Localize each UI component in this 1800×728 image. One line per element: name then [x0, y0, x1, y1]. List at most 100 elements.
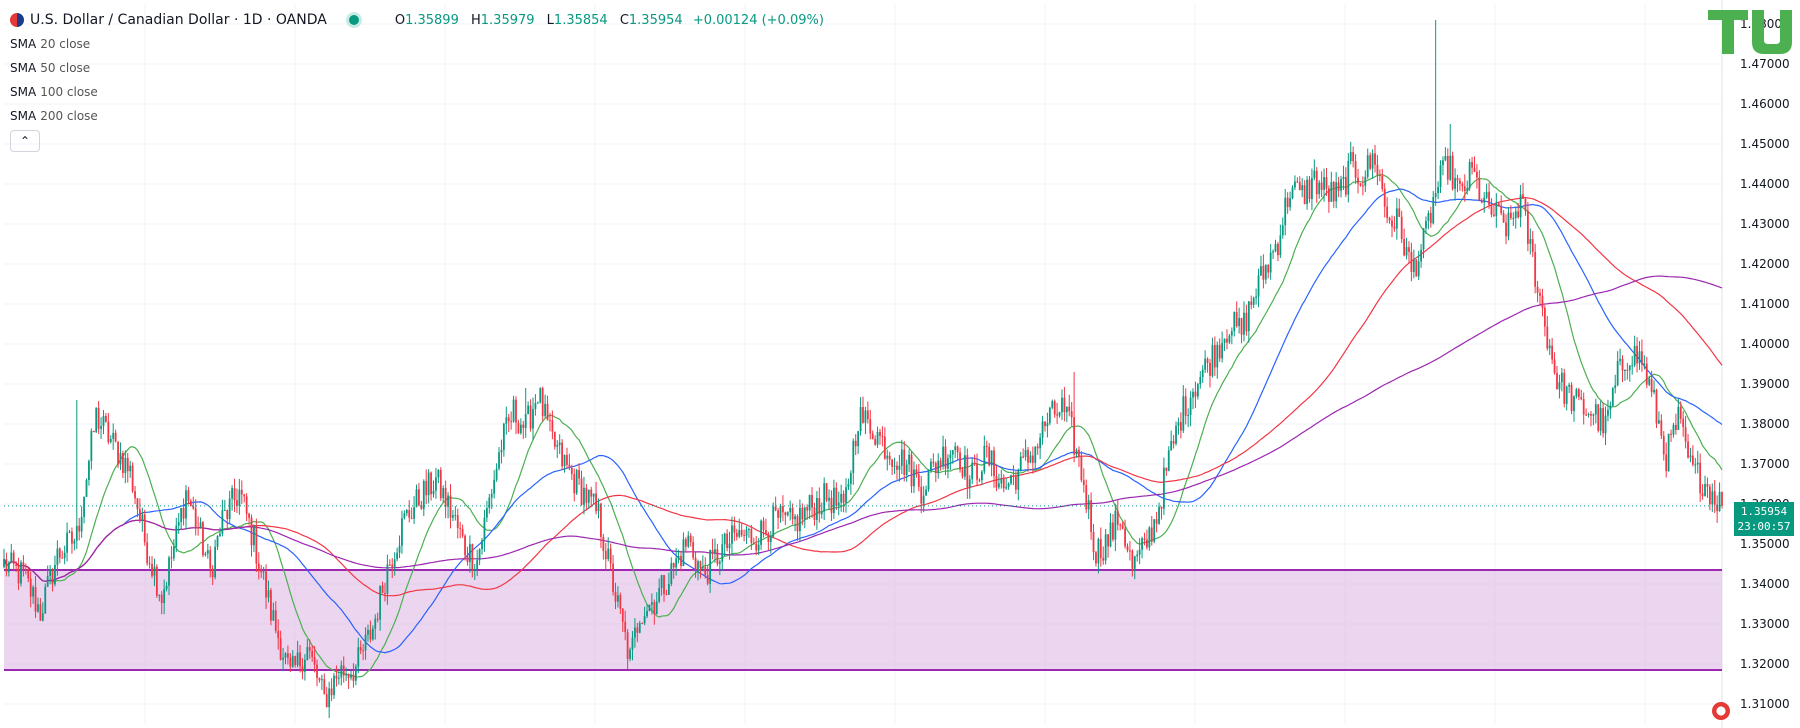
candle-body [1483, 197, 1486, 203]
candle-body [505, 417, 508, 424]
candle-body [364, 634, 367, 651]
candle-body [1065, 406, 1068, 413]
indicator-sma-50[interactable]: SMA 50 close [10, 58, 824, 78]
candle-body [51, 568, 54, 585]
low-value: 1.35854 [553, 12, 608, 28]
candle-body [990, 450, 993, 466]
candle-body [900, 449, 903, 466]
collapse-legend-button[interactable]: ⌃ [10, 130, 40, 152]
candle-body [1665, 454, 1668, 472]
candle-body [1182, 396, 1185, 431]
candle-body [1378, 175, 1381, 177]
symbol-title[interactable]: U.S. Dollar / Canadian Dollar · 1D · OAN… [30, 12, 327, 28]
candle-body [1582, 399, 1585, 415]
indicator-sma-100[interactable]: SMA 100 close [10, 82, 824, 102]
candle-body [357, 647, 360, 667]
candle-body [995, 476, 998, 488]
candle-body [1010, 475, 1012, 484]
candle-body [1257, 275, 1260, 297]
candle-body [10, 552, 13, 563]
indicator-params: 200 close [40, 109, 98, 123]
candle-body [1230, 331, 1233, 336]
candle-body [993, 450, 995, 477]
candle-body [1078, 449, 1080, 457]
candle-body [765, 530, 767, 534]
open-value: 1.35899 [405, 12, 459, 28]
candle-body [1674, 424, 1677, 430]
candle-body [1155, 519, 1158, 524]
candle-body [49, 568, 52, 577]
candle-body [1095, 552, 1097, 564]
candle-body [881, 436, 884, 438]
candle-body [964, 455, 966, 477]
indicator-sma-20[interactable]: SMA 20 close [10, 34, 824, 54]
candle-body [1269, 252, 1272, 273]
candle-body [56, 548, 59, 565]
candle-body [675, 558, 678, 568]
candle-body [1412, 259, 1415, 273]
candle-body [684, 539, 687, 547]
candle-body [1403, 239, 1406, 256]
candle-body [495, 468, 498, 480]
candle-body [262, 571, 265, 573]
candle-body [1046, 423, 1049, 427]
candle-body [818, 498, 821, 515]
candle-body [1536, 286, 1539, 293]
candle-body [561, 442, 564, 467]
candle-body [1655, 389, 1658, 424]
candle-body [726, 533, 729, 549]
candle-body [1228, 335, 1231, 343]
candle-body [777, 510, 779, 518]
candle-body [330, 688, 333, 696]
candle-body [815, 498, 818, 520]
candle-body [1573, 396, 1575, 411]
candle-body [573, 474, 576, 494]
candle-body [1519, 194, 1522, 218]
candle-body [1087, 500, 1090, 510]
candle-body [597, 503, 600, 512]
candle-body [842, 493, 845, 503]
candle-body [1124, 528, 1126, 547]
candle-body [146, 542, 149, 564]
indicator-sma-200[interactable]: SMA 200 close [10, 106, 824, 126]
candle-body [1051, 401, 1054, 408]
candle-body [1218, 344, 1221, 359]
candle-body [1594, 404, 1597, 415]
candle-body [1260, 266, 1262, 276]
candle-body [575, 470, 578, 494]
candle-body [1577, 389, 1580, 398]
symbol-header[interactable]: U.S. Dollar / Canadian Dollar · 1D · OAN… [10, 10, 824, 30]
candle-body [1556, 373, 1558, 390]
candle-body [634, 627, 636, 638]
candle-body [641, 623, 644, 625]
candle-body [954, 446, 957, 451]
candle-body [410, 517, 413, 519]
candle-body [328, 688, 331, 708]
candle-body [947, 458, 949, 469]
candle-body [898, 465, 901, 470]
candle-body [529, 405, 532, 429]
candle-body [1405, 247, 1408, 256]
candle-body [687, 535, 690, 547]
candle-body [1658, 420, 1660, 424]
candle-body [677, 556, 680, 559]
candle-body [1109, 522, 1112, 547]
candle-body [1425, 220, 1427, 229]
candle-body [1274, 243, 1277, 252]
candle-body [665, 594, 668, 596]
candle-body [534, 403, 537, 410]
price-tick-label: 1.33000 [1740, 617, 1790, 631]
candle-body [214, 546, 217, 578]
price-tick-label: 1.44000 [1740, 177, 1790, 191]
candle-body [1116, 510, 1119, 525]
candle-body [1167, 450, 1170, 471]
candle-body [1432, 197, 1435, 224]
indicator-name: SMA [10, 61, 37, 75]
candle-body [1126, 546, 1129, 551]
candle-body [1029, 455, 1032, 463]
candle-body [643, 616, 646, 624]
candle-body [425, 480, 428, 496]
candle-body [828, 497, 830, 501]
tv-logo-icon[interactable] [1708, 8, 1792, 56]
